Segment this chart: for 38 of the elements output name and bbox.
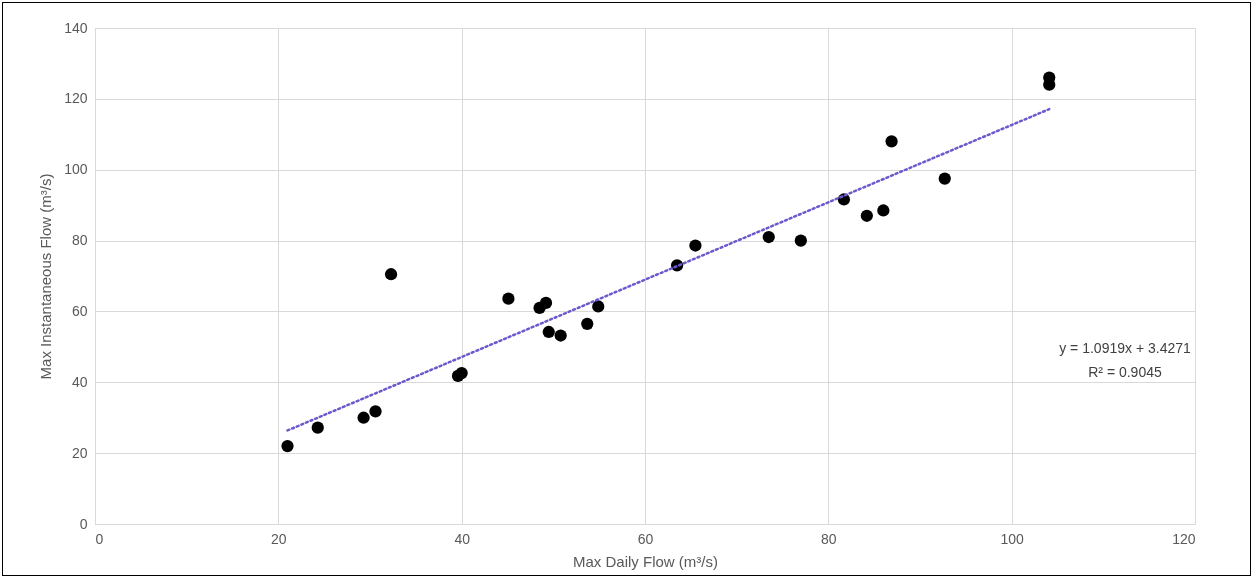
annotation: R² = 0.9045 xyxy=(1088,364,1162,380)
x-tick-label: 80 xyxy=(821,530,837,547)
y-tick-label: 60 xyxy=(71,302,88,319)
point xyxy=(592,300,605,313)
point xyxy=(794,234,807,247)
x-tick-label: 60 xyxy=(637,530,654,547)
y-tick-label: 20 xyxy=(71,444,88,461)
x-tick-label: 120 xyxy=(1172,530,1196,547)
x-tick-label: 20 xyxy=(271,530,287,547)
x-tick-label: 100 xyxy=(1000,530,1025,547)
point xyxy=(311,421,324,434)
y-tick-label: 80 xyxy=(71,232,88,249)
point xyxy=(689,239,702,252)
point xyxy=(281,439,294,453)
y-tick-label: 100 xyxy=(64,161,88,178)
point xyxy=(502,292,515,305)
y-axis-title: Max Instantaneous Flow (m³/s) xyxy=(37,173,55,380)
y-tick-label: 0 xyxy=(79,515,88,532)
point xyxy=(762,230,775,244)
point xyxy=(384,268,398,281)
point xyxy=(369,405,382,418)
y-tick-label: 40 xyxy=(71,373,88,390)
y-tick-label: 120 xyxy=(64,90,88,107)
point xyxy=(860,209,873,222)
point xyxy=(455,366,468,380)
point xyxy=(581,317,594,330)
x-tick-label: 0 xyxy=(95,530,104,547)
point xyxy=(539,296,553,310)
x-tick-label: 40 xyxy=(454,530,471,547)
point xyxy=(877,204,890,217)
point xyxy=(554,329,567,342)
x-axis-title: Max Daily Flow (m³/s) xyxy=(573,552,718,570)
point xyxy=(885,135,898,148)
point xyxy=(938,172,951,185)
annotation: y = 1.0919x + 3.4271 xyxy=(1059,340,1191,356)
point xyxy=(542,325,555,339)
y-tick-label: 140 xyxy=(64,19,88,36)
point xyxy=(357,411,370,424)
